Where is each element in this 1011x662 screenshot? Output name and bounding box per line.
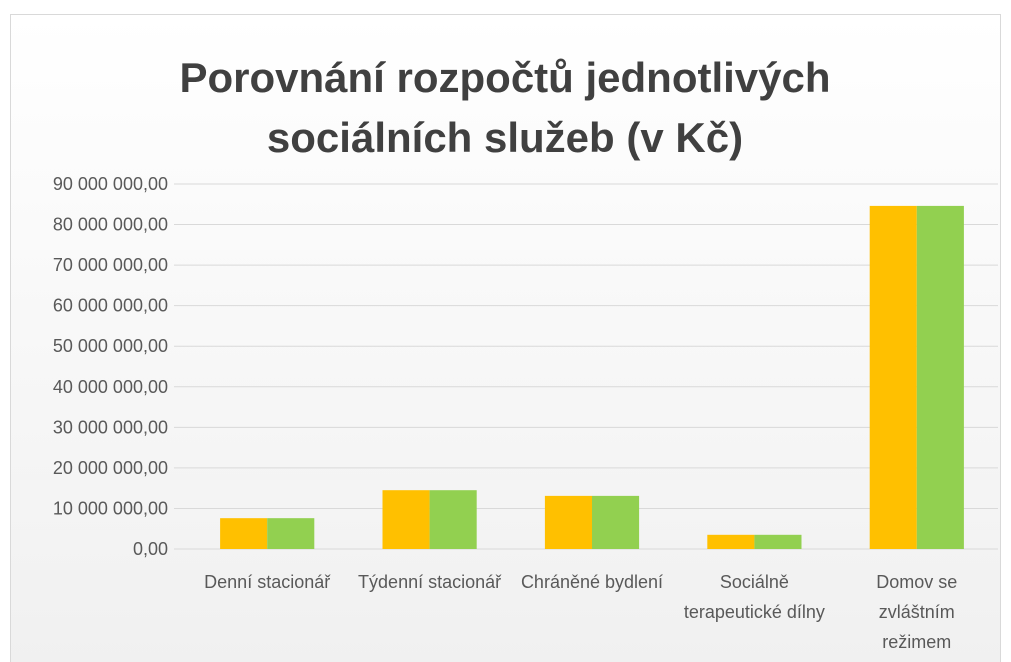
bar [429, 490, 477, 549]
y-tick-label: 30 000 000,00 [53, 417, 168, 437]
bar [544, 495, 592, 549]
bar [916, 205, 964, 549]
y-tick-label: 10 000 000,00 [53, 498, 168, 518]
y-tick-label: 80 000 000,00 [53, 215, 168, 235]
y-tick-label: 20 000 000,00 [53, 458, 168, 478]
bar [869, 205, 917, 549]
x-tick-label: Sociálně terapeutické dílny [684, 572, 825, 622]
y-tick-label: 50 000 000,00 [53, 336, 168, 356]
y-tick-label: 60 000 000,00 [53, 296, 168, 316]
y-tick-label: 0,00 [133, 539, 168, 559]
chart-title: Porovnání rozpočtů jednotlivých sociálníc… [179, 54, 830, 161]
x-tick-label: Týdenní stacionář [358, 572, 502, 592]
y-tick-label: 90 000 000,00 [53, 174, 168, 194]
y-tick-label: 40 000 000,00 [53, 377, 168, 397]
x-tick-label: Chráněné bydlení [521, 572, 663, 592]
bar [220, 518, 268, 549]
bar [382, 490, 430, 549]
bar [754, 534, 802, 549]
bar [267, 518, 315, 549]
bar [707, 534, 755, 549]
y-tick-label: 70 000 000,00 [53, 255, 168, 275]
x-tick-label: Denní stacionář [204, 572, 331, 592]
x-tick-label: Domov se zvláštním režimem [876, 572, 957, 652]
bar [592, 495, 640, 549]
chart-frame [10, 14, 1001, 662]
